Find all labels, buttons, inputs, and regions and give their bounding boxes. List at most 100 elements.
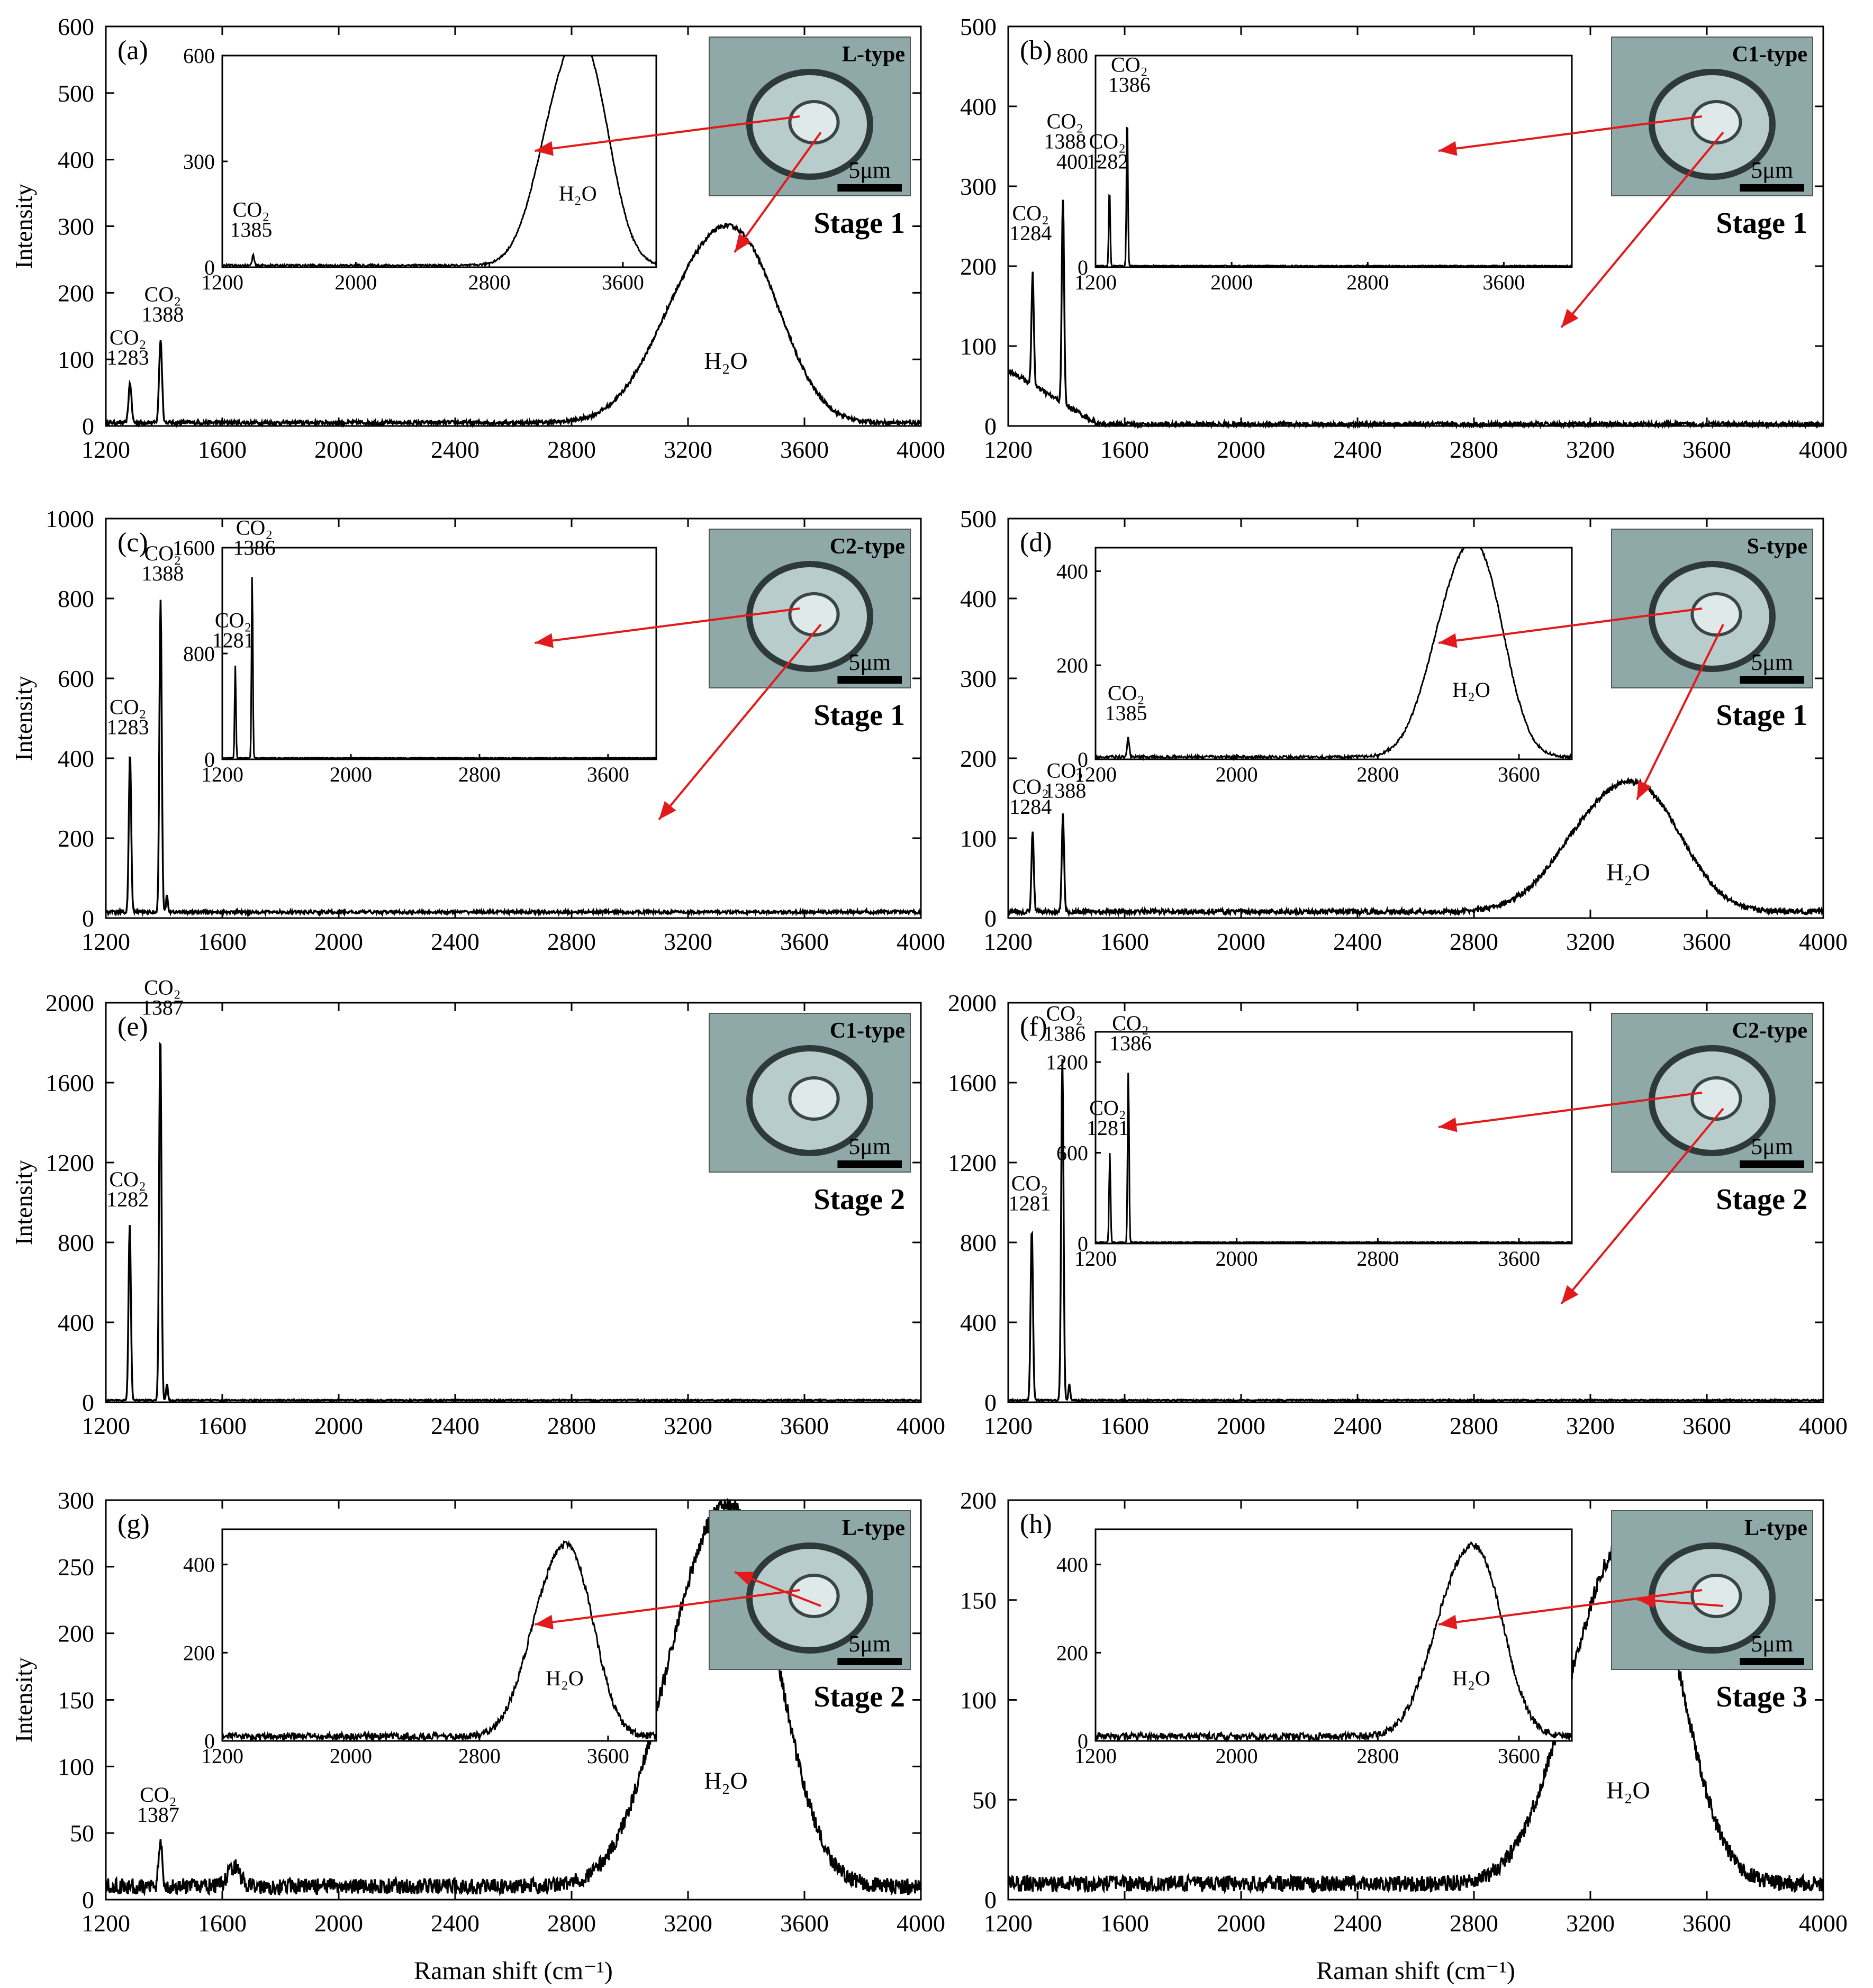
h2o-label: H₂O <box>1452 1666 1490 1690</box>
vapor-bubble <box>1690 592 1742 637</box>
x-tick-label: 1600 <box>1100 928 1149 955</box>
red-arrow <box>734 131 822 253</box>
arrow-shaft <box>535 607 800 644</box>
inclusion-type-label: S-type <box>1747 534 1807 559</box>
peak-label-value: 1386 <box>233 536 275 560</box>
y-tick-label: 400 <box>1056 1553 1088 1577</box>
red-arrow <box>1438 1589 1703 1630</box>
stage-label: Stage 1 <box>813 207 905 240</box>
scale-bar-label: 5μm <box>848 649 891 675</box>
spectrum-line <box>105 600 922 918</box>
x-tick-label: 4000 <box>897 1412 945 1439</box>
x-tick-label: 2800 <box>1356 762 1399 786</box>
chart: 1200 1600 2000 2400 2800 3200 3600 4000 0 200 400 6… <box>46 505 945 955</box>
red-arrow <box>734 1571 821 1607</box>
x-tick-label: 2000 <box>314 928 363 955</box>
y-tick-label: 200 <box>960 745 997 772</box>
x-tick-label: 1600 <box>1100 436 1149 463</box>
x-tick-label: 2800 <box>1450 928 1498 955</box>
stage-label: Stage 1 <box>1716 207 1807 240</box>
y-tick-label: 100 <box>960 333 997 360</box>
x-tick-label: 2000 <box>314 1412 363 1439</box>
y-tick-label: 400 <box>960 93 997 120</box>
inclusion-photo: C2-type 5μm <box>709 529 911 688</box>
x-tick-label: 1200 <box>82 1910 130 1937</box>
y-tick-label: 800 <box>1056 44 1088 68</box>
x-tick-label: 1200 <box>1074 270 1117 294</box>
x-tick-label: 3600 <box>587 762 629 786</box>
peak-label-name: CO₂ <box>1012 201 1049 225</box>
peak-label-value: 1283 <box>107 715 149 739</box>
y-tick-label: 300 <box>183 150 215 174</box>
x-tick-label: 2800 <box>1450 1910 1498 1937</box>
x-tick-label: 3600 <box>1498 1744 1540 1768</box>
x-tick-label: 1200 <box>201 762 243 786</box>
x-tick-label: 3200 <box>664 436 712 463</box>
arrow-head <box>1438 1614 1458 1630</box>
peak-label-name: CO₂ <box>236 516 273 540</box>
arrow-shaft <box>535 1589 800 1626</box>
x-tick-label: 2800 <box>1450 1412 1498 1439</box>
x-axis-label: Raman shift (cm⁻¹) <box>414 1957 613 1985</box>
plot-frame <box>1007 1002 1824 1403</box>
plot-frame <box>1007 518 1824 919</box>
x-tick-label: 3600 <box>602 270 644 294</box>
peak-label-name: CO₂ <box>233 198 270 222</box>
y-tick-label: 0 <box>204 748 215 771</box>
inset-chart: 1200 2000 2800 3600 0 200 400 H₂O <box>183 1528 657 1768</box>
y-tick-label: 0 <box>1078 748 1088 771</box>
peak-label-name: CO₂ <box>1089 130 1126 153</box>
arrow-shaft <box>1438 1092 1703 1128</box>
peak-label-name: CO₂ <box>110 325 147 349</box>
y-tick-label: 300 <box>58 1487 94 1514</box>
y-tick-label: 0 <box>204 1729 215 1753</box>
y-tick-label: 100 <box>960 1687 997 1714</box>
chart: 1200 1600 2000 2400 2800 3200 3600 4000 0 400 800 1… <box>948 990 1848 1439</box>
inset-frame <box>221 1528 657 1742</box>
peak-label-value: 1386 <box>1043 1022 1085 1046</box>
arrow-shaft <box>658 623 822 821</box>
arrow-head <box>535 1614 554 1630</box>
x-tick-label: 2400 <box>1333 1412 1382 1439</box>
x-tick-label: 2000 <box>1210 270 1253 294</box>
peak-label-name: CO₂ <box>1046 1002 1083 1025</box>
arrow-shaft <box>535 115 800 152</box>
peak-label-name: CO₂ <box>144 282 182 306</box>
red-arrow <box>1438 115 1703 156</box>
x-tick-label: 2400 <box>1333 1910 1382 1937</box>
arrow-shaft <box>1560 1108 1724 1305</box>
peak-label-name: CO₂ <box>109 1167 146 1191</box>
x-tick-label: 3600 <box>780 1412 829 1439</box>
scale-bar-label: 5μm <box>848 1133 891 1159</box>
x-tick-label: 3600 <box>1682 928 1731 955</box>
peak-label-value: 1387 <box>137 1803 179 1827</box>
peak-label-name: CO₂ <box>1011 1172 1048 1195</box>
peak-label-name: CO₂ <box>1047 759 1084 783</box>
spectrum-line <box>221 1540 657 1743</box>
y-tick-label: 400 <box>58 1309 94 1336</box>
inclusion-photo: L-type 5μm <box>1611 1510 1813 1670</box>
y-tick-label: 400 <box>960 1309 997 1336</box>
peak-label-value: 1284 <box>1009 221 1052 245</box>
panel-label: (g) <box>117 1509 150 1539</box>
peak-label-value: 1385 <box>1105 701 1147 725</box>
inclusion-photo: C1-type 5μm <box>709 1013 911 1173</box>
stage-label: Stage 3 <box>1716 1681 1807 1713</box>
y-tick-label: 600 <box>1056 1141 1088 1165</box>
panel-label: (d) <box>1020 528 1052 558</box>
y-tick-label: 1200 <box>46 1149 94 1176</box>
x-tick-label: 2000 <box>330 1744 372 1768</box>
y-tick-label: 250 <box>58 1554 94 1581</box>
x-tick-label: 2000 <box>1217 1910 1265 1937</box>
arrow-head <box>1438 633 1458 648</box>
vapor-bubble <box>788 1574 840 1618</box>
inset-chart: 1200 2000 2800 3600 0 200 400 H₂O <box>1056 1528 1573 1768</box>
y-tick-label: 100 <box>58 346 94 373</box>
scale-bar-label: 5μm <box>848 1631 891 1657</box>
y-tick-label: 1600 <box>46 1069 94 1096</box>
inclusion-type-label: C1-type <box>830 1019 905 1043</box>
x-tick-label: 2800 <box>1450 436 1498 463</box>
